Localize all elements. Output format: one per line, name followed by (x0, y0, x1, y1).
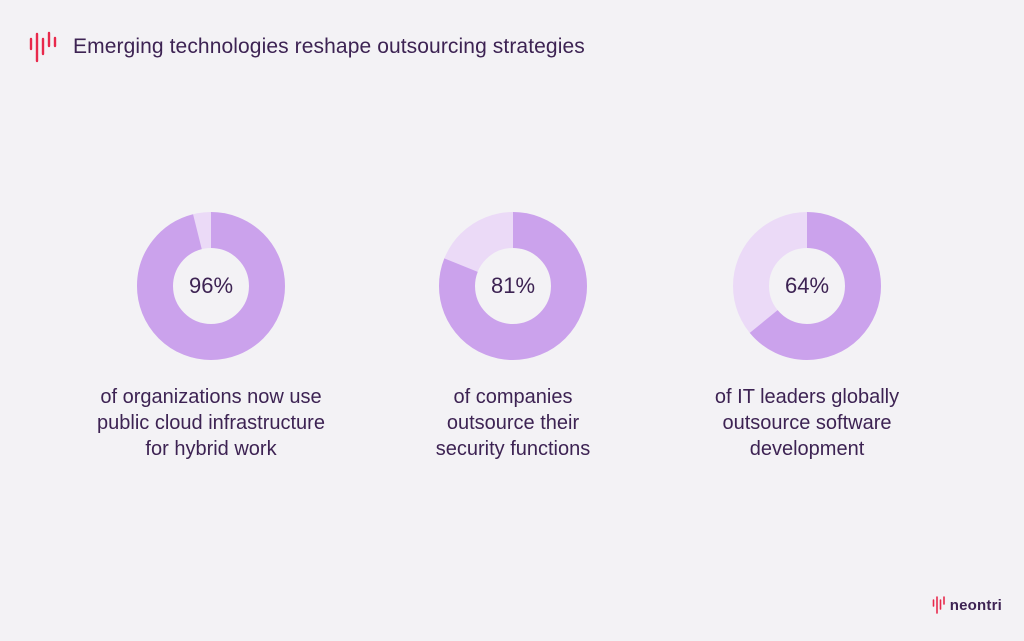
caption-line: of organizations now use (100, 386, 322, 408)
donut-chart-0: 96% (137, 212, 285, 360)
donut-value-slice (439, 212, 587, 360)
stat-card-1: 81% of companies outsource their securit… (363, 212, 663, 462)
page-title: Emerging technologies reshape outsourcin… (73, 35, 585, 58)
soundwave-logo-icon (932, 596, 945, 614)
donut-svg-2 (733, 212, 881, 360)
stat-card-2: 64% of IT leaders globally outsource sof… (657, 212, 957, 462)
percent-label-0: 96% (188, 273, 234, 298)
donut-svg-0 (137, 212, 285, 360)
caption-line: for hybrid work (145, 438, 277, 460)
percent-label-2: 64% (784, 273, 830, 298)
percent-label-1: 81% (490, 273, 536, 298)
donut-chart-2: 64% (733, 212, 881, 360)
donut-value-slice (137, 212, 285, 360)
stat-card-0: 96% of organizations now use public clou… (61, 212, 361, 462)
brand-name: neontri (949, 596, 1002, 614)
caption-line: development (749, 438, 865, 460)
caption-line: public cloud infrastructure (97, 412, 325, 434)
donut-svg-1 (439, 212, 587, 360)
donut-value-slice (733, 212, 881, 360)
soundwave-logo-icon (29, 31, 57, 63)
caption-line: outsource their (446, 412, 580, 434)
caption-line: outsource software (722, 412, 892, 434)
caption-line: of companies (453, 386, 573, 408)
caption-2: of IT leaders globally outsource softwar… (657, 384, 957, 462)
caption-1: of companies outsource their security fu… (363, 384, 663, 462)
caption-line: security functions (435, 438, 591, 460)
brand-logo: neontri (932, 595, 1002, 615)
header: Emerging technologies reshape outsourcin… (29, 30, 585, 64)
caption-line: of IT leaders globally (714, 386, 900, 408)
donut-chart-1: 81% (439, 212, 587, 360)
caption-0: of organizations now use public cloud in… (61, 384, 361, 462)
